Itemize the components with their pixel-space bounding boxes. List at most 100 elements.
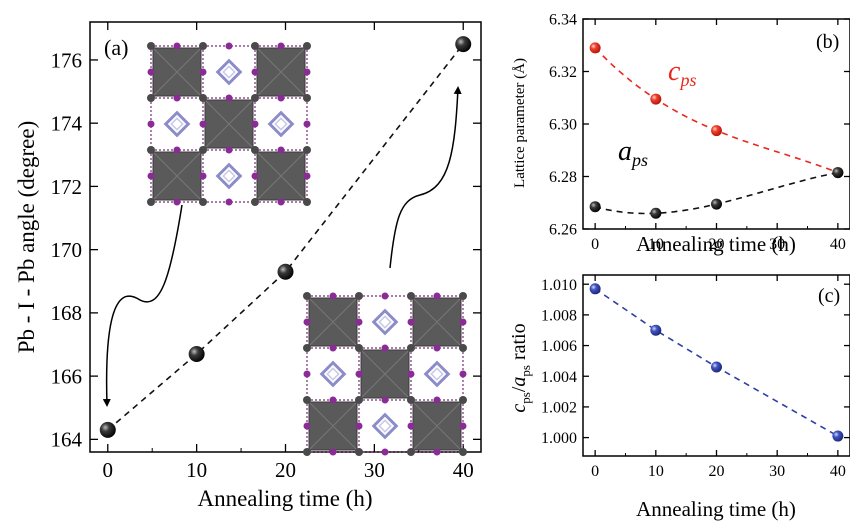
iodine-atom [329,396,337,404]
x-tick-label: 10 [648,236,664,253]
arrow-to-start-point [102,204,183,407]
lead-atom [355,396,363,404]
x-tick-label: 10 [186,458,207,482]
lead-atom [251,146,259,154]
x-tick-label: 0 [591,236,599,253]
iodine-atom [251,68,259,76]
panel-a-label: (a) [104,35,128,60]
data-point [589,283,601,295]
octahedron-edge [204,99,254,149]
series-label-c-ps: cps [668,56,696,90]
iodine-atom [303,172,311,180]
y-tick-label: 176 [51,48,83,72]
iodine-atom [147,172,155,180]
data-point [832,430,844,442]
y-tick-label: 1.004 [541,369,577,386]
iodine-atom [407,318,415,326]
perovskite-structure-top [147,42,311,206]
lead-atom [407,344,415,352]
lead-atom [355,344,363,352]
cation-core [326,367,340,381]
lead-atom [459,448,467,456]
lead-atom [199,42,207,50]
series-line [594,288,839,437]
x-tick-label: 30 [769,236,785,253]
iodine-atom [329,344,337,352]
x-tick-label: 20 [275,458,296,482]
lead-atom [199,146,207,154]
data-point [711,198,722,210]
iodine-atom [199,68,207,76]
iodine-atom [355,318,363,326]
series-line [107,43,464,431]
iodine-atom [433,448,441,456]
y-tick-label: 6.26 [549,222,577,239]
iodine-atom [459,318,467,326]
cation-core [430,367,444,381]
lead-atom [199,94,207,102]
lead-atom [355,448,363,456]
x-tick-label: 20 [709,463,725,480]
panel-a-plot [99,36,472,438]
panel-b-label: (b) [816,31,839,53]
octahedron-edge [256,151,306,201]
iodine-atom [459,370,467,378]
cation [267,110,295,138]
y-tick-label: 170 [51,238,83,262]
lead-atom [303,344,311,352]
data-point [589,42,601,54]
iodine-atom [147,68,155,76]
iodine-atom [355,422,363,430]
cation [163,110,191,138]
cation [215,58,243,86]
iodine-atom [329,448,337,456]
iodine-atom [433,396,441,404]
iodine-atom [355,370,363,378]
lead-atom [355,292,363,300]
cation-core [378,315,392,329]
arrow-to-end-point [389,86,462,269]
iodine-atom [407,370,415,378]
lead-atom [303,42,311,50]
lead-atom [147,146,155,154]
lead-atom [251,42,259,50]
lead-atom [303,292,311,300]
iodine-atom [199,172,207,180]
y-tick-label: 166 [51,364,83,388]
iodine-atom [277,42,285,50]
iodine-atom [173,146,181,154]
iodine-atom [225,42,233,50]
iodine-atom [303,318,311,326]
lead-atom [407,292,415,300]
octahedron-edge [360,349,410,399]
cation [371,412,399,440]
iodine-atom [303,422,311,430]
data-point [455,36,472,53]
panel-b-ylabel: Lattice parameter (Å) [512,58,528,188]
data-point [650,93,662,105]
octahedron-edge [308,401,358,451]
iodine-atom [225,198,233,206]
cation [319,360,347,388]
octahedron-edge [412,297,462,347]
x-tick-label: 40 [830,463,846,480]
lead-atom [147,42,155,50]
octahedron-edge [308,297,358,347]
data-point [277,263,294,280]
panel-c-xlabel: Annealing time (h) [636,497,796,521]
cation [371,308,399,336]
panel-c-label: (c) [818,285,840,307]
iodine-atom [147,120,155,128]
lead-atom [303,146,311,154]
lead-atom [147,94,155,102]
y-tick-label: 1.010 [541,277,577,294]
lead-atom [147,198,155,206]
iodine-atom [251,120,259,128]
x-tick-label: 30 [364,458,385,482]
y-tick-label: 172 [51,175,83,199]
iodine-atom [199,120,207,128]
iodine-atom [277,198,285,206]
iodine-atom [433,292,441,300]
lead-atom [303,396,311,404]
panel-b: (b) 0 10 20 30 40 6.26 6.28 6.30 6.32 6.34 Anneal… [512,12,850,256]
